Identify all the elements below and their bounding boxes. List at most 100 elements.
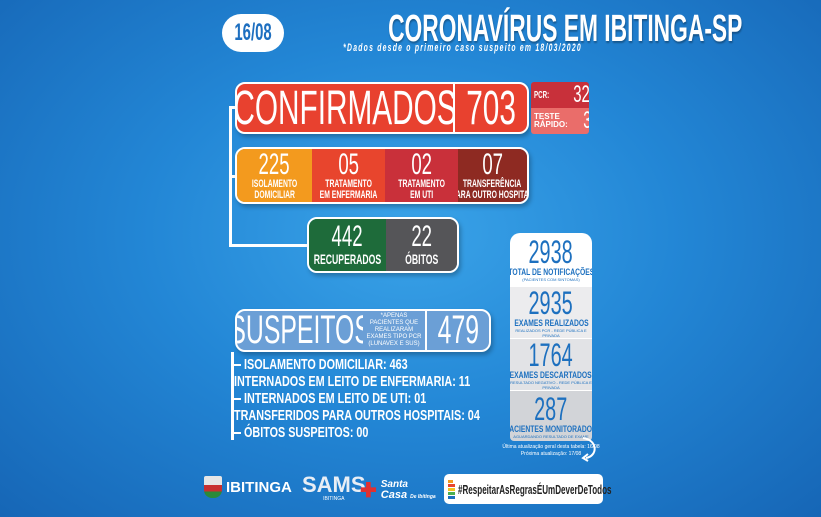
hashtag-banner: #RespeitarAsRegrasÉUmDeverDeTodos	[444, 474, 611, 504]
confirmed-box: CONFIRMADOS 703	[235, 82, 529, 134]
confirmed-total-text: 703	[466, 84, 516, 132]
update-line: Última atualização geral desta tabela: 1…	[502, 444, 600, 450]
list-item: INTERNADOS EM LEITO DE UTI: 01	[231, 390, 531, 407]
rapid-label-1: TESTE	[534, 112, 560, 121]
status-label: TRATAMENTO	[325, 177, 372, 190]
stat-label: EXAMES REALIZADOS	[513, 317, 589, 328]
update-line: Próxima atualização: 17/08	[520, 451, 582, 457]
logo-subtext: IBITINGA	[323, 496, 345, 502]
list-item: ÓBITOS SUSPEITOS: 00	[231, 424, 531, 441]
logo-sams: SAMS IBITINGA	[302, 472, 366, 503]
stat-note: REALIZADOS PCR - REDE PÚBLICA E PRIVADA	[515, 327, 587, 338]
stat-value: 2935	[528, 286, 574, 321]
stat-value: 2938	[528, 234, 574, 270]
status-label: TRANSFERÊNCIA	[463, 177, 522, 190]
pcr-row: PCR: 326	[531, 82, 589, 108]
status-label: EM UTI	[409, 188, 434, 201]
page-subtitle: *Dados desde o primeiro caso suspeito em…	[270, 42, 650, 54]
outcomes-row: 442 RECUPERADOS 22 ÓBITOS	[307, 217, 459, 273]
deaths-label: ÓBITOS	[404, 251, 439, 267]
logo-text: De Ibitinga	[410, 493, 436, 500]
stat-label: PACIENTES MONITORADOS	[510, 423, 592, 434]
list-item-text: TRANSFERIDOS PARA OUTROS HOSPITAIS: 04	[234, 407, 480, 424]
stat-value: 1764	[528, 338, 574, 373]
status-label: PARA OUTRO HOSPITAL	[458, 188, 527, 201]
stacked-bars-icon	[448, 479, 455, 499]
recovered-value: 442	[331, 220, 364, 253]
list-item-text: INTERNADOS EM LEITO DE UTI: 01	[244, 390, 427, 407]
logo-text: SAMS	[302, 472, 366, 497]
suspects-list: ISOLAMENTO DOMICILIAR: 463 INTERNADOS EM…	[231, 356, 531, 441]
list-item: INTERNADOS EM LEITO DE ENFERMARIA: 11	[231, 373, 531, 390]
suspects-note-text: *APENAS PACIENTES QUE REALIZARAM EXAMES …	[366, 313, 422, 347]
date-text: 16/08	[234, 19, 272, 46]
deaths: 22 ÓBITOS	[386, 219, 457, 271]
rapid-value: 377	[583, 107, 589, 134]
update-info: Última atualização geral desta tabela: 1…	[500, 444, 602, 458]
logo-santa-casa: ✚ Santa Casa De Ibitinga	[360, 478, 436, 503]
connector-line	[229, 175, 238, 178]
suspects-note: *APENAS PACIENTES QUE REALIZARAM EXAMES …	[363, 311, 427, 350]
coat-of-arms-icon	[204, 476, 222, 498]
list-item-text: INTERNADOS EM LEITO DE ENFERMARIA: 11	[234, 373, 471, 390]
stat-exams-done: 2935 EXAMES REALIZADOS REALIZADOS PCR - RE…	[510, 286, 592, 338]
status-icu: 02 TRATAMENTO EM UTI	[385, 149, 458, 202]
suspects-label: SUSPEITOS	[237, 311, 363, 350]
status-value: 07	[482, 149, 503, 181]
logo-text: IBITINGA	[226, 478, 292, 496]
status-value: 225	[258, 149, 291, 181]
recovered-label: RECUPERADOS	[313, 251, 382, 267]
logo-text: Casa	[380, 488, 408, 501]
suspects-total-text: 479	[437, 311, 479, 350]
date-badge: 16/08	[222, 14, 284, 52]
subtitle-text: *Dados desde o primeiro caso suspeito em…	[343, 42, 582, 54]
list-item: ISOLAMENTO DOMICILIAR: 463	[231, 356, 531, 373]
suspects-label-text: SUSPEITOS	[237, 311, 363, 350]
logo-ibitinga: IBITINGA	[204, 476, 292, 498]
connector-line	[231, 352, 234, 440]
stat-label: EXAMES DESCARTADOS	[510, 369, 592, 380]
rapid-label: TESTE RÁPIDO:	[534, 113, 568, 129]
stat-notifications: 2938 TOTAL DE NOTIFICAÇÕES (PACIENTES COM …	[510, 233, 592, 286]
stats-card: 2938 TOTAL DE NOTIFICAÇÕES (PACIENTES COM …	[510, 233, 592, 441]
status-label: DOMICILIAR	[254, 188, 295, 201]
stat-note: AGUARDANDO RESULTADO DE EXAME	[513, 433, 589, 439]
red-cross-icon: ✚	[360, 480, 377, 502]
stat-note: RESULTADO NEGATIVO - REDE PÚBLICA E PRIV…	[510, 379, 592, 390]
suspects-total: 479	[427, 311, 489, 350]
pcr-label: PCR:	[534, 89, 550, 101]
status-label: TRATAMENTO	[398, 177, 445, 190]
recovered: 442 RECUPERADOS	[309, 219, 386, 271]
confirmed-label: CONFIRMADOS	[237, 84, 455, 132]
refresh-arrow-icon	[581, 437, 596, 462]
stat-label: TOTAL DE NOTIFICAÇÕES	[510, 267, 592, 277]
pcr-value: 326	[573, 82, 589, 108]
status-transfer: 07TRANSFERÊNCIAPARA OUTRO HOSPITAL	[458, 149, 527, 202]
status-home-isolation: 225 ISOLAMENTO DOMICILIAR	[237, 149, 312, 202]
stat-note: (PACIENTES COM SINTOMAS)	[522, 277, 580, 282]
deaths-value: 22	[411, 220, 432, 253]
logo-text: Santa	[380, 478, 408, 490]
rapid-label-2: RÁPIDO:	[534, 120, 568, 129]
stat-value: 287	[534, 390, 568, 427]
connector-line	[229, 106, 238, 109]
hashtag-text: #RespeitarAsRegrasÉUmDeverDeTodos	[458, 481, 612, 497]
status-value: 02	[411, 149, 432, 181]
list-item: TRANSFERIDOS PARA OUTROS HOSPITAIS: 04	[231, 407, 531, 424]
confirmed-label-text: CONFIRMADOS	[237, 84, 455, 132]
list-item-text: ÓBITOS SUSPEITOS: 00	[244, 424, 369, 441]
status-value: 05	[338, 149, 359, 181]
connector-line	[229, 244, 309, 247]
list-item-text: ISOLAMENTO DOMICILIAR: 463	[244, 356, 408, 373]
page-title: CORONAVÍRUS EM IBITINGA-SP	[270, 8, 742, 51]
status-label: ISOLAMENTO	[251, 177, 298, 190]
status-ward: 05 TRATAMENTO EM ENFERMARIA	[312, 149, 385, 202]
status-row: 225 ISOLAMENTO DOMICILIAR 05 TRATAMENTO EM E…	[235, 147, 529, 204]
stat-exams-discarded: 1764 EXAMES DESCARTADOS RESULTADO NEGATIVO…	[510, 338, 592, 390]
status-label: EM ENFERMARIA	[319, 188, 378, 201]
title-text: CORONAVÍRUS EM IBITINGA-SP	[388, 8, 743, 50]
confirmed-total: 703	[455, 84, 527, 132]
